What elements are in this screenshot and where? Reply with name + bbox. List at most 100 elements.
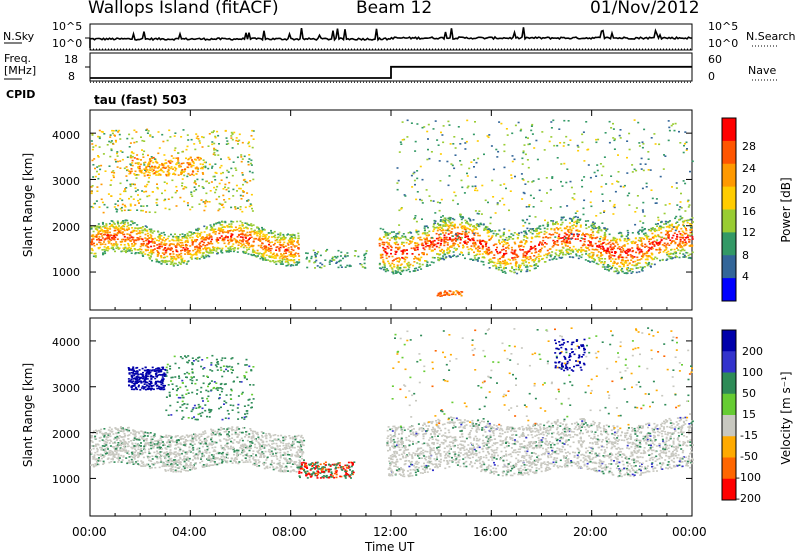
power-cell bbox=[214, 233, 217, 235]
power-cell bbox=[131, 227, 134, 229]
power-cell bbox=[190, 138, 193, 141]
power-cell bbox=[488, 134, 491, 136]
power-cell bbox=[675, 215, 678, 218]
power-cell bbox=[156, 244, 159, 246]
power-cell bbox=[475, 228, 478, 230]
power-cell bbox=[255, 237, 258, 240]
power-cell bbox=[397, 179, 400, 182]
power-cell bbox=[141, 190, 144, 192]
power-cell bbox=[219, 224, 222, 226]
power-cell bbox=[449, 238, 452, 241]
power-cell bbox=[122, 247, 125, 249]
power-cell bbox=[614, 251, 617, 253]
power-cell bbox=[665, 248, 668, 251]
power-cell bbox=[219, 237, 222, 239]
power-cell bbox=[128, 170, 131, 172]
power-cell bbox=[158, 233, 161, 236]
power-cell bbox=[189, 163, 192, 166]
power-cell bbox=[423, 248, 426, 251]
power-cell bbox=[510, 174, 513, 176]
power-cell bbox=[259, 232, 262, 234]
power-cell bbox=[470, 245, 473, 247]
power-cell bbox=[216, 237, 219, 239]
power-cell bbox=[142, 156, 145, 158]
power-cell bbox=[216, 149, 219, 152]
power-cell bbox=[627, 259, 629, 262]
power-cell bbox=[289, 255, 292, 257]
power-cell bbox=[403, 194, 406, 196]
power-cell bbox=[461, 186, 464, 189]
power-cell bbox=[208, 233, 211, 235]
power-cell bbox=[464, 219, 467, 222]
power-cell bbox=[504, 272, 507, 274]
power-cell bbox=[576, 220, 578, 223]
power-cell bbox=[180, 261, 183, 263]
power-cell bbox=[523, 144, 526, 146]
power-cell bbox=[210, 131, 213, 134]
power-cell bbox=[534, 259, 536, 262]
power-cell bbox=[175, 257, 178, 260]
power-cell bbox=[123, 190, 125, 193]
power-cell bbox=[164, 252, 167, 254]
power-cell bbox=[227, 247, 230, 249]
power-cell bbox=[250, 244, 253, 247]
power-cell bbox=[275, 255, 278, 257]
power-cell bbox=[110, 247, 113, 250]
power-cell bbox=[589, 242, 592, 244]
power-cell bbox=[293, 259, 296, 261]
power-cell bbox=[314, 254, 317, 256]
power-cell bbox=[286, 255, 289, 258]
power-cell bbox=[687, 238, 690, 241]
power-cell bbox=[503, 183, 506, 185]
power-cell bbox=[461, 233, 464, 235]
power-cell bbox=[133, 248, 136, 250]
power-cell bbox=[668, 230, 671, 232]
power-cell bbox=[263, 245, 266, 247]
power-cell bbox=[135, 177, 138, 179]
power-cell bbox=[651, 246, 653, 249]
power-cell bbox=[640, 240, 643, 243]
power-cell bbox=[473, 251, 475, 254]
power-cell bbox=[438, 257, 441, 259]
power-cell bbox=[426, 265, 429, 267]
power-cell bbox=[524, 259, 527, 261]
power-cell bbox=[592, 221, 595, 223]
power-cell bbox=[138, 170, 141, 172]
power-cell bbox=[472, 237, 475, 239]
power-cell bbox=[600, 251, 602, 254]
power-cell bbox=[109, 141, 112, 144]
power-cell bbox=[439, 228, 442, 231]
power-cell bbox=[155, 259, 158, 261]
velocity-cell bbox=[131, 456, 134, 458]
power-cell bbox=[473, 226, 476, 229]
power-cell bbox=[222, 239, 225, 242]
power-cell bbox=[567, 251, 570, 254]
power-cell bbox=[528, 269, 531, 272]
power-cell bbox=[241, 225, 244, 227]
power-cell bbox=[590, 190, 592, 193]
power-cell bbox=[532, 180, 535, 182]
power-cell bbox=[662, 251, 665, 253]
power-cell bbox=[587, 164, 590, 166]
power-cell bbox=[444, 222, 447, 224]
power-cell bbox=[166, 139, 169, 142]
power-cell bbox=[428, 245, 431, 248]
power-cell bbox=[93, 252, 96, 255]
power-cell bbox=[596, 255, 599, 257]
power-cell bbox=[272, 244, 275, 246]
power-cell bbox=[674, 242, 677, 245]
power-cell bbox=[198, 203, 201, 205]
power-cell bbox=[98, 226, 101, 229]
power-cell bbox=[589, 236, 592, 239]
power-cell bbox=[215, 198, 218, 201]
velocity-cell bbox=[151, 463, 154, 465]
power-cell bbox=[136, 237, 139, 239]
power-cell bbox=[654, 256, 657, 259]
power-cell bbox=[239, 227, 242, 229]
power-cell bbox=[631, 232, 634, 234]
power-cell bbox=[614, 190, 617, 193]
power-cell bbox=[560, 163, 563, 165]
power-cell bbox=[339, 259, 342, 262]
power-cell bbox=[225, 235, 227, 238]
power-cell bbox=[561, 243, 563, 245]
